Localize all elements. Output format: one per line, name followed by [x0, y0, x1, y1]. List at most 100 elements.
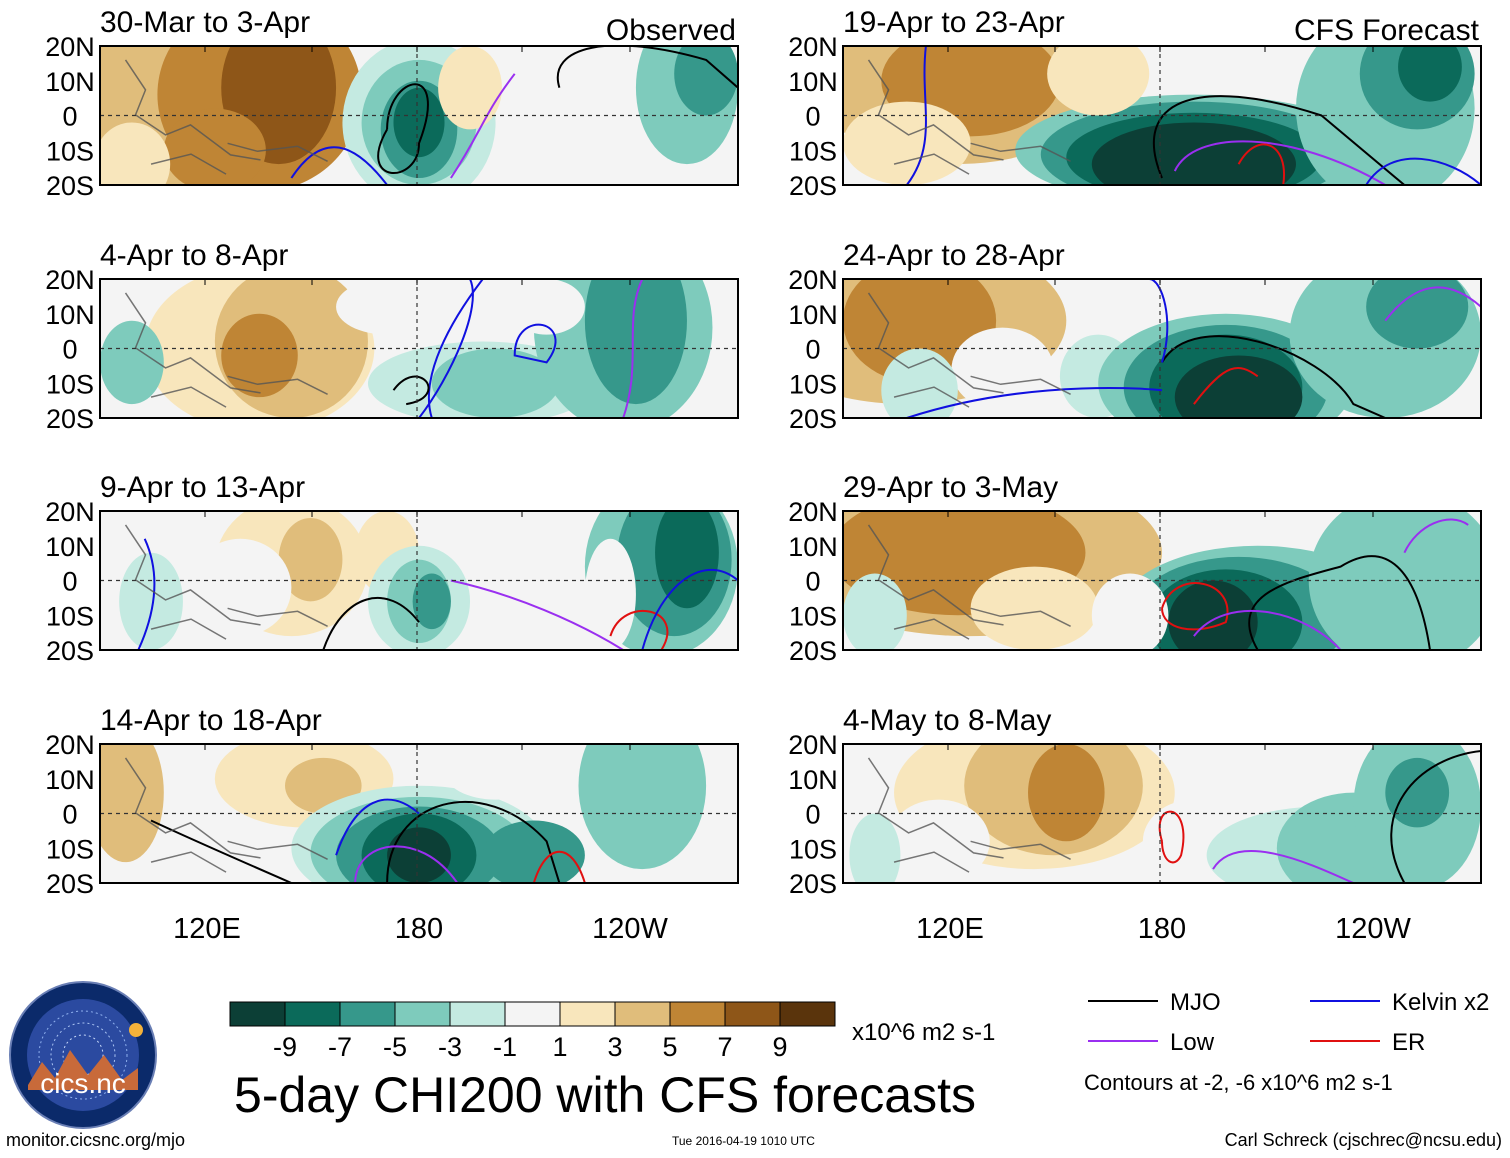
panel-frame — [99, 743, 739, 884]
lat-tick-7-5: 20S — [789, 636, 837, 666]
contour-line-4-4 — [335, 798, 420, 856]
chi200-anomaly-blob-8-3 — [1028, 744, 1105, 842]
map-panel-1: 30-Mar to 3-Apr Observed 20N 10N 0 10S 20S — [45, 6, 739, 201]
chi200-anomaly-blob-3-10 — [655, 511, 719, 609]
colorbar-label-5: -1 — [493, 1032, 517, 1062]
lon-tick-2-2: 180 — [1138, 913, 1186, 945]
colorbar-label-3: -5 — [383, 1032, 407, 1062]
lat-tick-8-1: 20N — [788, 730, 838, 760]
lat-tick-5-3: 0 — [805, 102, 820, 132]
contour-line-6-5 — [1148, 279, 1169, 363]
chi200-anomaly-blob-4-8 — [387, 827, 451, 883]
chi200-anomaly-blob-7-9 — [1091, 573, 1169, 650]
chi200-anomaly-blob-5-11 — [1047, 46, 1150, 116]
contour-line-6-4 — [1384, 286, 1481, 322]
coastline — [867, 292, 1071, 408]
panel-title-7: 29-Apr to 3-May — [843, 471, 1058, 504]
chi200-anomaly-blob-2-9 — [336, 279, 439, 335]
contour-line-2-3 — [622, 279, 644, 418]
contour-line-5-4 — [906, 46, 927, 185]
chi200-anomaly-blob-6-8 — [1174, 355, 1303, 418]
lon-tick-1-1: 120E — [173, 913, 241, 945]
lat-tick-2-2: 10N — [45, 300, 95, 330]
contour-line-5-3 — [1237, 143, 1286, 185]
panel-field-4 — [100, 744, 738, 883]
contour-line-5-5 — [1365, 157, 1481, 185]
chi200-anomaly-blob-5-3 — [843, 101, 971, 185]
lat-tick-2-3: 0 — [62, 335, 77, 365]
panel-title-5: 19-Apr to 23-Apr — [843, 6, 1065, 39]
contour-line-7-4 — [1403, 518, 1469, 554]
contour-line-7-1 — [1248, 555, 1431, 650]
colorbar-label-6: 1 — [552, 1032, 567, 1062]
contour-line-3-2 — [609, 610, 669, 650]
lat-tick-7-1: 20N — [788, 497, 838, 527]
chi200-anomaly-blob-5-10 — [1398, 46, 1462, 102]
lat-tick-8-4: 10S — [789, 834, 837, 864]
footer-timestamp: Tue 2016-04-19 1010 UTC — [672, 1134, 815, 1148]
colorbar-label-10: 9 — [772, 1032, 787, 1062]
chi200-anomaly-blob-2-6 — [431, 348, 560, 418]
contour-line-7-2 — [1161, 582, 1229, 631]
lat-tick-8-5: 20S — [789, 869, 837, 899]
chi200-anomaly-blob-5-7 — [1091, 122, 1296, 185]
footer-author: Carl Schreck (cjschrec@ncsu.edu) — [1224, 1130, 1502, 1150]
chi200-anomaly-blob-1-5 — [100, 122, 171, 185]
panel-title-4: 14-Apr to 18-Apr — [100, 704, 322, 737]
footer-url[interactable]: monitor.cicsnc.org/mjo — [6, 1130, 186, 1150]
panel-field-7 — [843, 511, 1481, 650]
contour-line-8-3 — [1212, 850, 1354, 883]
lat-tick-7-2: 10N — [788, 532, 838, 562]
lon-tick-2-3: 120W — [1335, 913, 1411, 945]
contour-line-2-2 — [513, 323, 557, 364]
panel-frame — [842, 743, 1482, 884]
contour-line-2-5 — [392, 375, 430, 406]
chi200-anomaly-blob-8-9 — [1385, 757, 1450, 828]
contour-line-3-5 — [450, 579, 624, 650]
colorbar-units: x10^6 m2 s-1 — [852, 1019, 995, 1046]
contour-line-6-3 — [906, 386, 1163, 418]
map-panel-5: 19-Apr to 23-Apr CFS Forecast 20N 10N 0 10S 20… — [788, 6, 1482, 201]
lat-tick-3-2: 10N — [45, 532, 95, 562]
panel-frame — [99, 45, 739, 186]
contour-line-6-1 — [1161, 335, 1386, 418]
lat-tick-1-1: 20N — [45, 32, 95, 62]
lat-tick-4-4: 10S — [46, 834, 94, 864]
chi200-anomaly-blob-2-10 — [508, 279, 585, 335]
contour-line-5-2 — [1173, 140, 1386, 185]
lat-tick-3-3: 0 — [62, 567, 77, 597]
panel-title-1: 30-Mar to 3-Apr — [100, 6, 310, 39]
chi200-anomaly-blob-7-8 — [1308, 511, 1481, 650]
chi200-anomaly-blob-4-10 — [578, 744, 707, 870]
lat-tick-8-2: 10N — [788, 765, 838, 795]
contour-line-6-2 — [1193, 367, 1259, 405]
legend-label-low: Low — [1170, 1029, 1215, 1056]
chi200-anomaly-blob-2-3 — [221, 313, 298, 398]
chi200-anomaly-blob-1-4 — [163, 108, 266, 185]
coastline — [124, 59, 328, 175]
contour-line-3-3 — [641, 568, 738, 650]
lat-tick-6-5: 20S — [789, 404, 837, 434]
panel-field-6 — [843, 279, 1481, 418]
chi200-anomaly-blob-7-7 — [1168, 580, 1258, 650]
colorbar-swatch-4 — [394, 1001, 451, 1027]
colorbar-swatch-8 — [614, 1001, 671, 1027]
lat-tick-2-4: 10S — [46, 369, 94, 399]
panel-field-2 — [100, 279, 738, 418]
contour-line-1-3 — [290, 146, 388, 185]
contour-line-8-1 — [1390, 750, 1481, 883]
lat-tick-2-1: 20N — [45, 265, 95, 295]
coastline — [124, 292, 328, 408]
legend: MJO Kelvin x2 Low ER Contours at -2, -6 … — [1084, 989, 1489, 1095]
lat-tick-5-1: 20N — [788, 32, 838, 62]
panel-field-1 — [100, 46, 738, 185]
chi200-anomaly-blob-7-3 — [970, 566, 1099, 650]
coastline — [124, 757, 328, 873]
panel-frame — [842, 510, 1482, 651]
chi200-anomaly-blob-6-3 — [951, 327, 1054, 412]
lat-tick-5-2: 10N — [788, 67, 838, 97]
panel-title-8: 4-May to 8-May — [843, 704, 1051, 737]
